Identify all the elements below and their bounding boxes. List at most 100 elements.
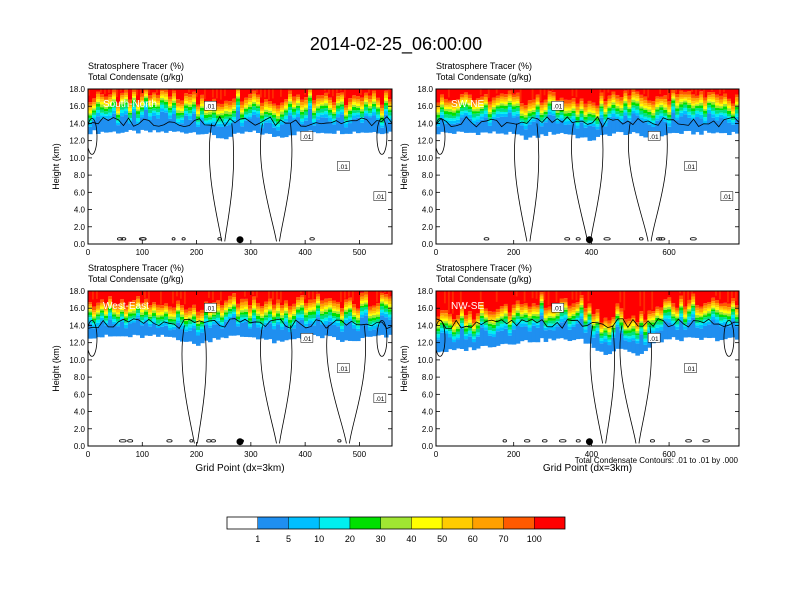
contour-ground-cell bbox=[689, 237, 697, 241]
contour-label: .01 bbox=[337, 161, 350, 171]
colorbar-box bbox=[288, 517, 320, 529]
contour-ground-cell bbox=[649, 439, 655, 443]
colorbar-box bbox=[227, 517, 258, 529]
y-tick-label: 0.0 bbox=[422, 240, 434, 249]
y-tick-label: 14.0 bbox=[69, 321, 85, 330]
contour-ground-cell bbox=[559, 439, 567, 443]
plot-frame bbox=[435, 290, 740, 447]
location-marker bbox=[585, 438, 593, 446]
contour-column bbox=[326, 325, 366, 444]
contour-ground-cell bbox=[309, 237, 315, 241]
contour-ground-cell bbox=[638, 237, 644, 241]
contour-ground-cell bbox=[181, 237, 186, 241]
contour-ground-cell bbox=[171, 237, 176, 241]
condensate-contours bbox=[88, 318, 392, 444]
x-tick-label: 200 bbox=[190, 450, 204, 459]
svg-text:.01: .01 bbox=[722, 194, 731, 201]
svg-text:.01: .01 bbox=[339, 366, 348, 373]
plot-frame bbox=[87, 88, 393, 245]
contour-ground-cell bbox=[575, 237, 581, 241]
colorbar-box bbox=[257, 517, 289, 529]
y-tick-label: 2.0 bbox=[422, 223, 434, 232]
contour-ground-cell bbox=[210, 439, 216, 443]
contour-ground-cell bbox=[656, 237, 663, 241]
contour-ground-cell bbox=[189, 439, 194, 443]
x-tick-label: 0 bbox=[434, 450, 439, 459]
colorbar-box bbox=[349, 517, 381, 529]
contour-label: .01 bbox=[551, 302, 565, 313]
contour-ground-cell bbox=[118, 439, 127, 443]
x-tick-label: 200 bbox=[190, 248, 204, 257]
svg-text:.01: .01 bbox=[206, 306, 215, 313]
y-tick-label: 0.0 bbox=[422, 442, 434, 451]
x-tick-label: 400 bbox=[298, 450, 312, 459]
y-tick-label: 12.0 bbox=[69, 137, 85, 146]
x-tick-label: 200 bbox=[507, 450, 521, 459]
colorbar-frame bbox=[226, 516, 566, 530]
contour-ground-cell bbox=[217, 237, 222, 241]
contour-ground-cell bbox=[658, 237, 666, 241]
contour-cell bbox=[88, 319, 98, 357]
y-tick-label: 10.0 bbox=[69, 154, 85, 163]
x-tick-label: 0 bbox=[434, 248, 439, 257]
colorbar-label: 5 bbox=[286, 534, 291, 544]
condensate-contours bbox=[436, 116, 739, 242]
contour-label: .01 bbox=[647, 333, 661, 343]
plot-frame bbox=[435, 88, 740, 245]
y-tick-label: 8.0 bbox=[422, 171, 434, 180]
colorbar-box bbox=[442, 517, 473, 529]
y-tick-label: 6.0 bbox=[74, 390, 86, 399]
y-tick-label: 0.0 bbox=[74, 240, 86, 249]
panel-title-line: Stratosphere Tracer (%) bbox=[436, 263, 532, 273]
y-tick-label: 6.0 bbox=[74, 188, 86, 197]
contour-ground-cell bbox=[140, 237, 147, 241]
figure-title: 2014-02-25_06:00:00 bbox=[310, 34, 482, 55]
condensate-contours bbox=[436, 318, 739, 444]
y-tick-label: 14.0 bbox=[417, 321, 433, 330]
y-tick-label: 18.0 bbox=[69, 287, 85, 296]
svg-text:.01: .01 bbox=[206, 104, 215, 111]
y-tick-label: 12.0 bbox=[417, 339, 433, 348]
contour-ground-cell bbox=[116, 237, 124, 241]
panel-nw-se: .01 .01 .01 0.0 2.0 4.0 6.0 8.0 10.0 12.0 14.0 16.0… bbox=[399, 263, 740, 474]
y-tick-label: 6.0 bbox=[422, 390, 434, 399]
panel-title-line: Total Condensate (g/kg) bbox=[88, 274, 184, 284]
contour-cell bbox=[436, 319, 446, 357]
svg-text:.01: .01 bbox=[553, 104, 562, 111]
x-tick-label: 500 bbox=[353, 248, 367, 257]
x-tick-label: 400 bbox=[585, 450, 599, 459]
contour-ground-cell bbox=[483, 237, 490, 241]
x-tick-label: 400 bbox=[585, 248, 599, 257]
x-tick-label: 300 bbox=[244, 248, 258, 257]
y-axis-label: Height (km) bbox=[399, 345, 409, 392]
contour-label: .01 bbox=[551, 100, 565, 111]
colorbar-label: 60 bbox=[468, 534, 478, 544]
x-axis-label: Grid Point (dx=3km) bbox=[195, 463, 284, 474]
tracer-field bbox=[88, 291, 392, 346]
colorbar-label: 20 bbox=[345, 534, 355, 544]
panel-label: South-North bbox=[103, 99, 157, 110]
panel-title-line: Stratosphere Tracer (%) bbox=[88, 263, 184, 273]
tracer-field bbox=[436, 291, 739, 356]
y-tick-label: 6.0 bbox=[422, 188, 434, 197]
x-tick-label: 600 bbox=[662, 450, 676, 459]
x-tick-label: 300 bbox=[244, 450, 258, 459]
svg-text:.01: .01 bbox=[339, 164, 348, 171]
x-tick-label: 600 bbox=[662, 248, 676, 257]
colorbar-box bbox=[319, 517, 350, 529]
x-tick-label: 200 bbox=[507, 248, 521, 257]
colorbar-label: 100 bbox=[527, 534, 542, 544]
y-tick-label: 8.0 bbox=[422, 373, 434, 382]
y-tick-label: 8.0 bbox=[74, 373, 86, 382]
contour-ground-cell bbox=[542, 439, 548, 443]
contour-top bbox=[88, 318, 392, 330]
contour-label: .01 bbox=[373, 191, 387, 201]
contour-ground-cell bbox=[603, 237, 611, 241]
panel-west-east: .01 .01 .01 .01 0.0 2.0 4.0 6.0 8.0 10.0 12.0 14.0 1… bbox=[51, 263, 393, 474]
contour-label: .01 bbox=[684, 161, 697, 171]
contour-column bbox=[208, 123, 234, 242]
y-tick-label: 18.0 bbox=[417, 287, 433, 296]
y-tick-label: 14.0 bbox=[69, 119, 85, 128]
contour-ground-cell bbox=[702, 439, 710, 443]
